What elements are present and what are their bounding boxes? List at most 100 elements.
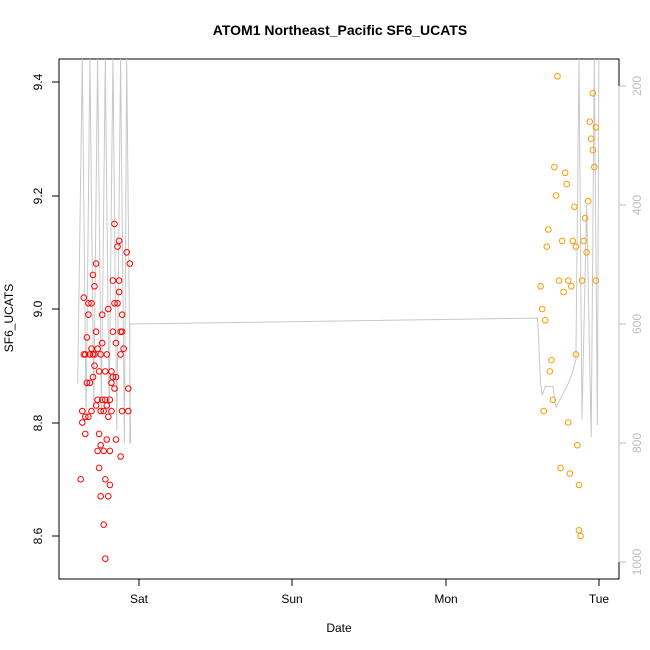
data-point bbox=[89, 271, 97, 279]
data-point bbox=[85, 413, 92, 421]
data-point bbox=[94, 447, 101, 455]
data-point bbox=[88, 300, 95, 307]
data-point bbox=[95, 464, 103, 472]
data-point bbox=[111, 300, 118, 307]
data-point bbox=[118, 328, 126, 336]
data-point bbox=[566, 470, 574, 477]
data-point bbox=[106, 396, 114, 404]
data-point bbox=[95, 368, 103, 375]
y-tick-label: 8.8 bbox=[31, 414, 45, 431]
data-point bbox=[95, 430, 103, 438]
data-point bbox=[92, 260, 100, 267]
data-point bbox=[561, 169, 569, 177]
data-point bbox=[100, 447, 107, 455]
y-tick-label: 9.2 bbox=[31, 187, 45, 204]
data-point bbox=[558, 237, 566, 245]
data-point bbox=[106, 481, 114, 489]
data-point bbox=[123, 249, 130, 256]
pressure-line bbox=[77, 58, 600, 444]
data-point bbox=[578, 277, 586, 284]
data-point bbox=[98, 339, 106, 347]
x-axis-label: Date bbox=[326, 621, 352, 635]
data-point bbox=[91, 351, 98, 358]
data-point bbox=[125, 385, 132, 392]
x-tick-label: Mon bbox=[434, 592, 457, 606]
data-point bbox=[589, 146, 597, 154]
data-point bbox=[540, 407, 548, 415]
y-tick-label: 8.6 bbox=[31, 527, 45, 544]
y-tick-label: 9.0 bbox=[31, 300, 45, 317]
data-point bbox=[97, 407, 104, 415]
data-point bbox=[103, 402, 111, 409]
data-point bbox=[583, 249, 590, 256]
data-point bbox=[589, 90, 597, 97]
data-point bbox=[86, 379, 94, 387]
y2-tick-label: 1000 bbox=[630, 548, 644, 575]
data-point bbox=[120, 345, 127, 353]
data-point bbox=[118, 407, 126, 415]
data-point bbox=[115, 288, 123, 296]
y-axis: 8.6 8.8 9.0 9.2 9.4 SF6_UCATS bbox=[2, 73, 60, 544]
data-point bbox=[572, 243, 580, 250]
data-point bbox=[100, 521, 107, 529]
data-point bbox=[111, 220, 118, 228]
y-tick-label: 9.4 bbox=[31, 73, 45, 90]
data-point bbox=[563, 180, 571, 188]
data-point bbox=[83, 379, 91, 387]
data-point bbox=[126, 260, 134, 267]
data-point bbox=[91, 283, 98, 290]
data-point bbox=[102, 476, 109, 483]
data-point bbox=[592, 124, 600, 131]
x-tick-label: Sun bbox=[281, 592, 302, 606]
data-point bbox=[580, 237, 587, 245]
data-point bbox=[552, 192, 560, 199]
data-point bbox=[92, 328, 100, 336]
data-point bbox=[105, 413, 112, 421]
data-point bbox=[554, 73, 561, 80]
data-point bbox=[545, 226, 552, 233]
data-point bbox=[112, 339, 120, 347]
data-point bbox=[108, 407, 115, 415]
data-point bbox=[97, 441, 104, 449]
data-point bbox=[564, 277, 572, 284]
data-point bbox=[569, 237, 577, 245]
data-point bbox=[89, 373, 97, 381]
data-point bbox=[587, 135, 595, 142]
data-point bbox=[109, 328, 117, 336]
data-point bbox=[94, 396, 101, 404]
data-point bbox=[564, 419, 572, 426]
data-point bbox=[117, 453, 124, 460]
data-point bbox=[103, 351, 111, 358]
data-point bbox=[77, 476, 84, 483]
y2-tick-label: 200 bbox=[630, 76, 644, 96]
data-point bbox=[111, 385, 118, 392]
data-point bbox=[79, 419, 86, 426]
data-point bbox=[83, 334, 91, 341]
data-point bbox=[112, 436, 120, 443]
data-point bbox=[88, 407, 95, 415]
data-point bbox=[85, 311, 92, 319]
data-point bbox=[574, 441, 581, 449]
data-point bbox=[568, 283, 575, 290]
data-point bbox=[102, 555, 109, 563]
data-point bbox=[112, 373, 120, 381]
data-point bbox=[592, 277, 600, 284]
data-point bbox=[115, 237, 123, 245]
data-point bbox=[91, 362, 98, 370]
data-point bbox=[538, 305, 546, 313]
data-point bbox=[105, 305, 112, 313]
data-point bbox=[581, 214, 589, 222]
data-point bbox=[557, 464, 564, 472]
data-point bbox=[102, 368, 109, 375]
data-point bbox=[98, 311, 106, 319]
data-point bbox=[82, 413, 89, 421]
y2-tick-label: 400 bbox=[630, 195, 644, 215]
data-point bbox=[549, 396, 557, 404]
data-points bbox=[77, 73, 600, 563]
x-tick-label: Tue bbox=[589, 592, 610, 606]
data-point bbox=[546, 368, 554, 375]
pressure-profile bbox=[77, 58, 600, 444]
data-point bbox=[97, 493, 104, 500]
y2-tick-label: 600 bbox=[630, 314, 644, 334]
data-point bbox=[79, 407, 86, 415]
